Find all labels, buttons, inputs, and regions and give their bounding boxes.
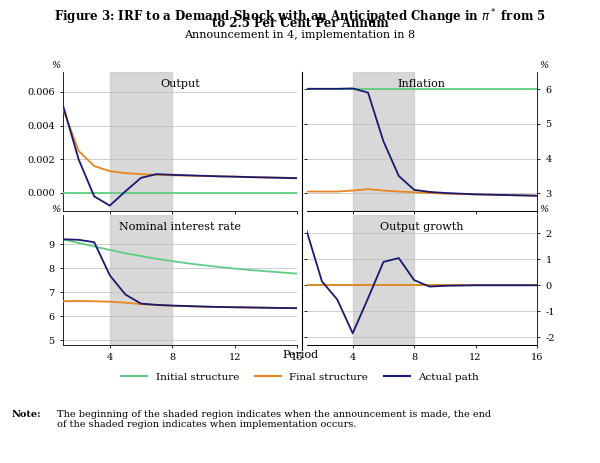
Text: Output: Output <box>160 79 200 89</box>
Text: %: % <box>52 62 61 70</box>
Text: Note:: Note: <box>12 410 41 419</box>
Bar <box>353 72 414 211</box>
Text: Period: Period <box>282 350 318 360</box>
Text: to 2.5 Per Cent Per Annum: to 2.5 Per Cent Per Annum <box>212 17 388 30</box>
Text: Announcement in 4, implementation in 8: Announcement in 4, implementation in 8 <box>184 30 416 40</box>
Text: The beginning of the shaded region indicates when the announcement is made, the : The beginning of the shaded region indic… <box>57 410 491 429</box>
Text: Inflation: Inflation <box>398 79 446 89</box>
Text: Figure 3: IRF to a Demand Shock with an Anticipated Change in $\pi^*$ from 5: Figure 3: IRF to a Demand Shock with an … <box>54 7 546 26</box>
Text: Nominal interest rate: Nominal interest rate <box>119 222 241 232</box>
Text: Output growth: Output growth <box>380 222 464 232</box>
Bar <box>110 72 172 211</box>
Bar <box>110 215 172 345</box>
Bar <box>353 215 414 345</box>
Text: %: % <box>539 62 548 70</box>
Text: %: % <box>52 205 61 214</box>
Text: %: % <box>539 205 548 214</box>
Legend: Initial structure, Final structure, Actual path: Initial structure, Final structure, Actu… <box>117 369 483 386</box>
